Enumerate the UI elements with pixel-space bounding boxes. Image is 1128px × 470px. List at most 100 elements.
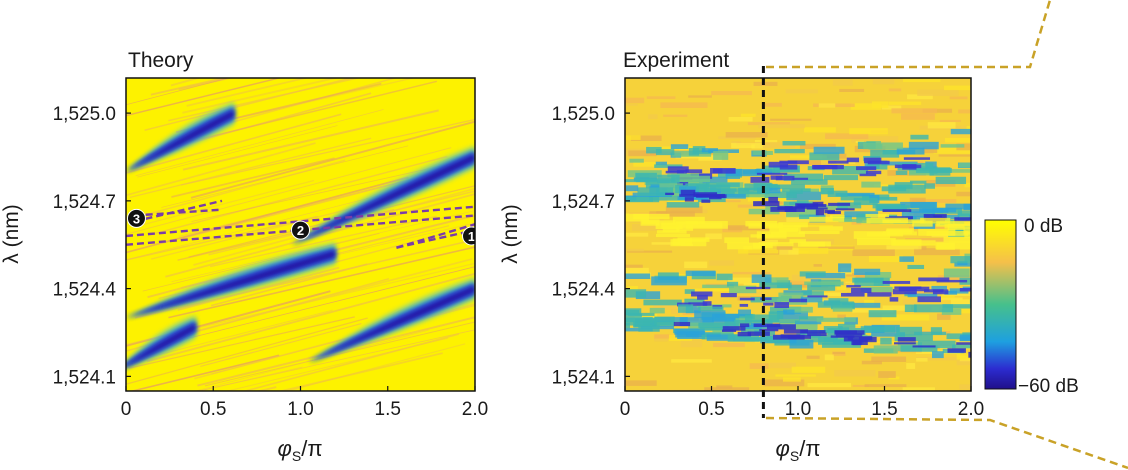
experiment-band-cell bbox=[863, 142, 903, 150]
experiment-band-cell bbox=[625, 317, 658, 326]
experiment-band-cell bbox=[646, 146, 662, 154]
theory-fringe bbox=[126, 78, 282, 117]
experiment-bright-cell bbox=[829, 215, 845, 219]
theory-xlabel-sub: S bbox=[292, 448, 301, 464]
experiment-band-cell bbox=[694, 310, 726, 319]
experiment-ytick-label: 1,524.1 bbox=[552, 367, 615, 388]
theory-stopband-layer bbox=[291, 154, 475, 245]
experiment-band-core bbox=[894, 286, 922, 289]
experiment-band-cell bbox=[685, 270, 716, 277]
experiment-band-cell bbox=[625, 309, 640, 315]
experiment-xtick-label: 0 bbox=[620, 399, 631, 420]
experiment-bright-cell bbox=[867, 232, 904, 237]
experiment-noise bbox=[888, 101, 922, 105]
experiment-band-core bbox=[828, 202, 851, 206]
experiment-band-core bbox=[834, 330, 857, 334]
experiment-xtick-label: 1.0 bbox=[785, 399, 811, 420]
theory-xlabel-suffix: /π bbox=[301, 436, 322, 461]
experiment-band-core bbox=[807, 332, 827, 337]
experiment-noise bbox=[684, 261, 708, 269]
theory-stopband bbox=[309, 276, 475, 362]
experiment-band-core bbox=[684, 197, 694, 202]
experiment-bright-cell bbox=[672, 216, 705, 225]
experiment-band-cell bbox=[685, 305, 701, 314]
experiment-noise bbox=[818, 103, 836, 108]
experiment-noise bbox=[711, 90, 752, 96]
experiment-noise bbox=[688, 95, 712, 98]
experiment-noise bbox=[805, 292, 847, 297]
experiment-noise bbox=[630, 135, 662, 142]
experiment-noise bbox=[914, 285, 947, 290]
theory-heatmap: 1 2 3 bbox=[126, 0, 491, 391]
experiment-band-core bbox=[882, 280, 911, 284]
experiment-noise bbox=[970, 389, 971, 391]
experiment-xtick-label: 0.5 bbox=[698, 399, 724, 420]
experiment-band-cell bbox=[901, 211, 935, 217]
experiment-band-core bbox=[737, 331, 752, 337]
experiment-noise bbox=[924, 297, 963, 301]
theory-ytick-label: 1,524.1 bbox=[53, 367, 116, 388]
experiment-band-cell bbox=[813, 146, 845, 154]
experiment-bright-cell bbox=[685, 220, 728, 229]
experiment-noise bbox=[834, 370, 876, 377]
experiment-band-core bbox=[835, 333, 863, 337]
experiment-noise bbox=[753, 81, 778, 86]
experiment-band-core bbox=[923, 214, 947, 220]
experiment-noise bbox=[663, 114, 688, 117]
experiment-band-cell bbox=[759, 282, 792, 289]
theory-fringe bbox=[190, 120, 475, 199]
experiment-panel: Experiment 0 0.5 1.0 1.5 2.0 1,525.0 1,524.7 1,… bbox=[499, 49, 984, 464]
experiment-xtick-label: 2.0 bbox=[958, 399, 984, 420]
experiment-noise bbox=[625, 264, 643, 268]
experiment-band-cell bbox=[783, 173, 824, 181]
experiment-band-core bbox=[665, 192, 675, 196]
experiment-band-core bbox=[722, 329, 737, 332]
experiment-band-core bbox=[815, 209, 825, 216]
experiment-noise bbox=[933, 147, 971, 154]
experiment-band-cell bbox=[791, 179, 828, 185]
experiment-noise bbox=[906, 363, 916, 369]
experiment-noise bbox=[625, 135, 641, 140]
theory-paths: 1 2 3 bbox=[126, 199, 475, 249]
experiment-band-core bbox=[720, 293, 737, 298]
experiment-noise bbox=[782, 377, 801, 382]
theory-stopband bbox=[126, 101, 235, 172]
top-leader-lines bbox=[765, 0, 1128, 470]
experiment-noise bbox=[937, 313, 951, 320]
experiment-band-core bbox=[936, 279, 968, 283]
experiment-band-cell bbox=[853, 197, 878, 206]
theory-fringe bbox=[129, 354, 280, 391]
experiment-band-cell bbox=[733, 319, 773, 327]
experiment-band-cell bbox=[914, 331, 947, 336]
experiment-band-cell bbox=[674, 328, 705, 335]
theory-fringe bbox=[193, 0, 491, 44]
experiment-noise bbox=[881, 314, 930, 321]
experiment-band-core bbox=[713, 168, 723, 174]
experiment-band-cell bbox=[726, 281, 739, 287]
experiment-band-core bbox=[685, 169, 703, 174]
experiment-band-cell bbox=[786, 191, 822, 201]
experiment-noise bbox=[888, 88, 902, 92]
theory-fringe bbox=[129, 137, 372, 199]
experiment-noise bbox=[791, 366, 826, 373]
experiment-band-core bbox=[696, 193, 725, 198]
experiment-bright-cell bbox=[633, 213, 670, 220]
experiment-band-cell bbox=[654, 316, 675, 326]
experiment-band-cell bbox=[945, 203, 971, 210]
experiment-noise bbox=[625, 103, 638, 106]
experiment-band-cell bbox=[942, 304, 971, 309]
experiment-band-cell bbox=[899, 256, 914, 262]
experiment-band-core bbox=[763, 302, 774, 306]
experiment-noise bbox=[881, 105, 902, 110]
experiment-band-cell bbox=[918, 340, 956, 349]
experiment-noise bbox=[912, 198, 957, 203]
experiment-band-core bbox=[753, 323, 781, 328]
experiment-band-cell bbox=[924, 183, 935, 189]
experiment-band-core bbox=[898, 286, 930, 292]
experiment-band-cell bbox=[860, 326, 895, 333]
theory-fringe bbox=[146, 272, 475, 363]
experiment-noise bbox=[902, 299, 921, 305]
experiment-band-cell bbox=[931, 285, 947, 290]
experiment-bright-cell bbox=[865, 213, 890, 218]
experiment-band-cell bbox=[807, 283, 836, 291]
